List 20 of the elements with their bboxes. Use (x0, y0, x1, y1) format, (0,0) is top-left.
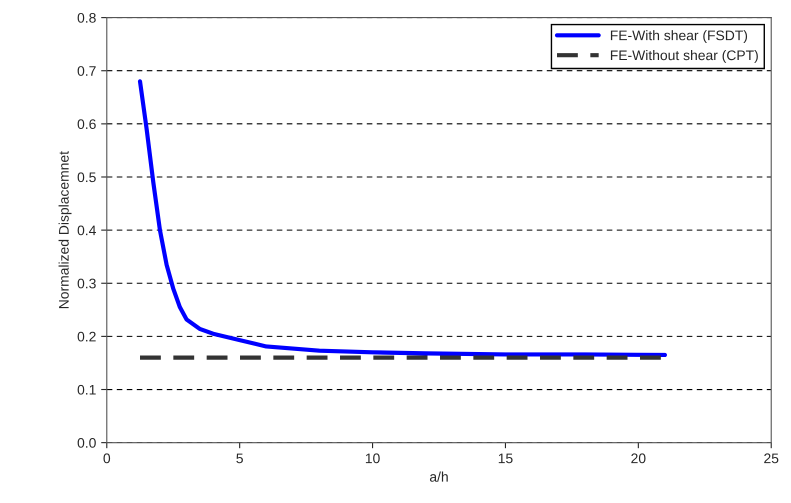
legend-label: FE-With shear (FSDT) (610, 30, 748, 44)
y-tick-label: 0.0 (78, 438, 96, 448)
legend-label: FE-Without shear (CPT) (610, 50, 758, 63)
y-tick-label: 0.8 (78, 12, 96, 23)
x-axis-title: a/h (430, 472, 448, 482)
x-tick-label: 20 (631, 453, 646, 464)
y-tick-label: 0.5 (78, 172, 96, 182)
x-tick-label: 5 (236, 454, 243, 464)
y-tick-label: 0.7 (78, 66, 96, 76)
y-tick-label: 0.4 (78, 225, 96, 236)
x-tick-label: 10 (366, 453, 380, 464)
y-tick-label: 0.3 (78, 278, 96, 288)
x-tick-label: 25 (764, 453, 778, 464)
y-tick-label: 0.6 (78, 119, 96, 130)
y-tick-label: 0.2 (78, 332, 96, 342)
y-axis-title: Normalized Displacemnet (58, 151, 72, 308)
y-tick-label: 0.1 (78, 384, 96, 395)
line-series (138, 79, 667, 358)
x-tick-label: 0 (103, 453, 110, 464)
x-tick-label: 15 (498, 454, 513, 464)
